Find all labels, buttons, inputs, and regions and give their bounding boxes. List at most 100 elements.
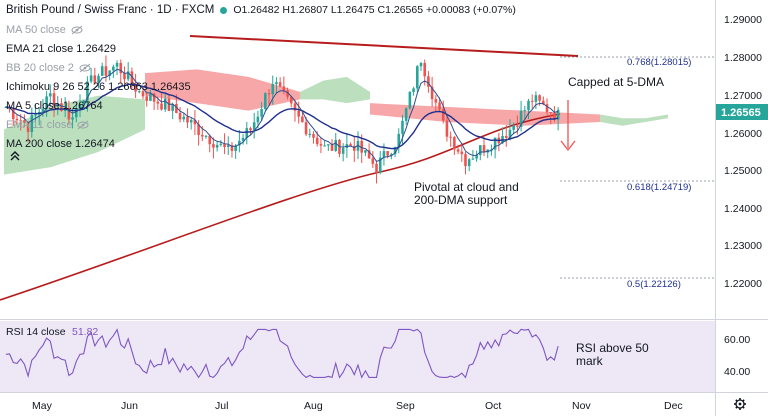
candle-body xyxy=(371,158,375,164)
eye-hidden-icon[interactable] xyxy=(71,25,83,35)
candle-body xyxy=(215,144,219,148)
candle-body xyxy=(130,71,134,84)
candle-body xyxy=(208,135,212,145)
candle-body xyxy=(89,75,93,82)
candle-body xyxy=(271,84,275,95)
candle-body xyxy=(100,66,104,76)
ma5-path xyxy=(5,68,559,162)
candle-body xyxy=(245,128,249,138)
collapse-legend-icon[interactable] xyxy=(8,150,22,162)
candle-body xyxy=(352,145,356,151)
candle-body xyxy=(297,110,300,117)
candle-body xyxy=(375,163,378,173)
symbol-header[interactable]: British Pound / Swiss Franc · 1D · FXCM … xyxy=(6,4,516,16)
gear-icon[interactable] xyxy=(734,398,746,410)
time-tick: Aug xyxy=(304,400,323,412)
candle-body xyxy=(289,96,293,104)
candle-body xyxy=(412,88,415,92)
time-tick: Nov xyxy=(572,400,591,412)
legend-row[interactable]: MA 5 close 1.26764 xyxy=(6,98,103,114)
time-tick: May xyxy=(32,400,53,412)
candle-body xyxy=(193,119,197,125)
price-tick: 1.24000 xyxy=(724,203,762,215)
price-tick: 1.25000 xyxy=(724,165,762,177)
candle-body xyxy=(19,120,22,122)
legend-row[interactable]: Ichimoku 9 26 52 26 1.26663 1.26435 xyxy=(6,79,191,95)
rsi-line xyxy=(5,328,559,379)
candle-body xyxy=(11,109,15,119)
candle-body xyxy=(156,101,160,104)
annotation-pivotal-1: Pivotal at cloud and xyxy=(414,180,519,194)
candle-body xyxy=(323,145,326,147)
candle-body xyxy=(141,91,145,97)
candle-body xyxy=(456,149,460,152)
candle-body xyxy=(516,125,519,127)
candle-body xyxy=(364,150,367,153)
candle-body xyxy=(349,144,352,146)
candle-body xyxy=(74,108,78,118)
symbol-title[interactable]: British Pound / Swiss Franc · 1D · FXCM xyxy=(6,4,215,16)
eye-hidden-icon[interactable] xyxy=(79,63,91,73)
candle-body xyxy=(160,103,163,110)
candle-body xyxy=(304,122,308,135)
candle-body xyxy=(415,66,419,89)
candle-body xyxy=(460,151,464,155)
time-tick: Sep xyxy=(396,400,415,412)
candle-body xyxy=(449,136,452,138)
candle-body xyxy=(197,124,200,135)
candle-body xyxy=(226,145,230,148)
candle-body xyxy=(330,144,334,151)
candle-body xyxy=(45,96,48,109)
resistance-trendline[interactable] xyxy=(189,35,579,57)
candle-body xyxy=(267,93,271,95)
legend-row[interactable]: EMA 11 close xyxy=(6,117,89,133)
candle-body xyxy=(308,134,312,136)
candle-body xyxy=(508,129,512,138)
candle-body xyxy=(178,113,182,120)
candle-body xyxy=(256,116,260,123)
legend-row[interactable]: EMA 21 close 1.26429 xyxy=(6,41,116,57)
candle-body xyxy=(264,93,267,110)
candle-body xyxy=(556,109,560,120)
rsi-label: RSI 14 close xyxy=(6,326,66,338)
rsi-tick: 60.00 xyxy=(724,334,750,346)
eye-hidden-icon[interactable] xyxy=(77,120,89,130)
time-tick: Dec xyxy=(664,400,683,412)
legend-row[interactable]: MA 200 close 1.26474 xyxy=(6,136,115,152)
candle-body xyxy=(315,137,319,145)
candle-body xyxy=(175,103,178,114)
candle-body xyxy=(41,108,45,113)
down-arrow-icon xyxy=(560,100,576,152)
candle-body xyxy=(527,100,530,111)
candle-body xyxy=(445,120,449,137)
ohlc-readout: O1.26482 H1.26807 L1.26475 C1.26565 +0.0… xyxy=(233,4,516,16)
candle-body xyxy=(275,82,278,85)
legend-label: EMA 11 close xyxy=(6,119,73,131)
candle-body xyxy=(504,135,508,138)
candle-body xyxy=(301,116,304,123)
candle-body xyxy=(82,100,85,105)
candle-body xyxy=(441,109,445,121)
legend-row[interactable]: BB 20 close 2 xyxy=(6,60,91,76)
ema21-line xyxy=(5,68,559,162)
candle-body xyxy=(534,95,538,102)
fib-label-0618: 0.618(1.24719) xyxy=(627,182,691,193)
candle-body xyxy=(401,120,404,134)
candle-body xyxy=(293,103,297,111)
legend-label: EMA 21 close xyxy=(6,43,74,55)
price-axis[interactable]: 1.29000 1.28000 1.27000 1.26000 1.25000 … xyxy=(716,14,768,290)
time-axis[interactable]: May Jun Jul Aug Sep Oct Nov Dec xyxy=(32,400,683,412)
legend-value: 1.26474 xyxy=(75,138,115,150)
candle-body xyxy=(204,135,208,137)
candle-body xyxy=(212,144,215,148)
candle-body xyxy=(126,71,130,80)
candle-body xyxy=(419,63,423,67)
candle-body xyxy=(493,137,497,150)
candle-body xyxy=(134,83,137,92)
candle-body xyxy=(238,140,241,146)
legend-row[interactable]: MA 50 close xyxy=(6,22,83,38)
candle-body xyxy=(171,103,174,111)
candle-body xyxy=(60,103,63,111)
candle-body xyxy=(108,70,111,76)
